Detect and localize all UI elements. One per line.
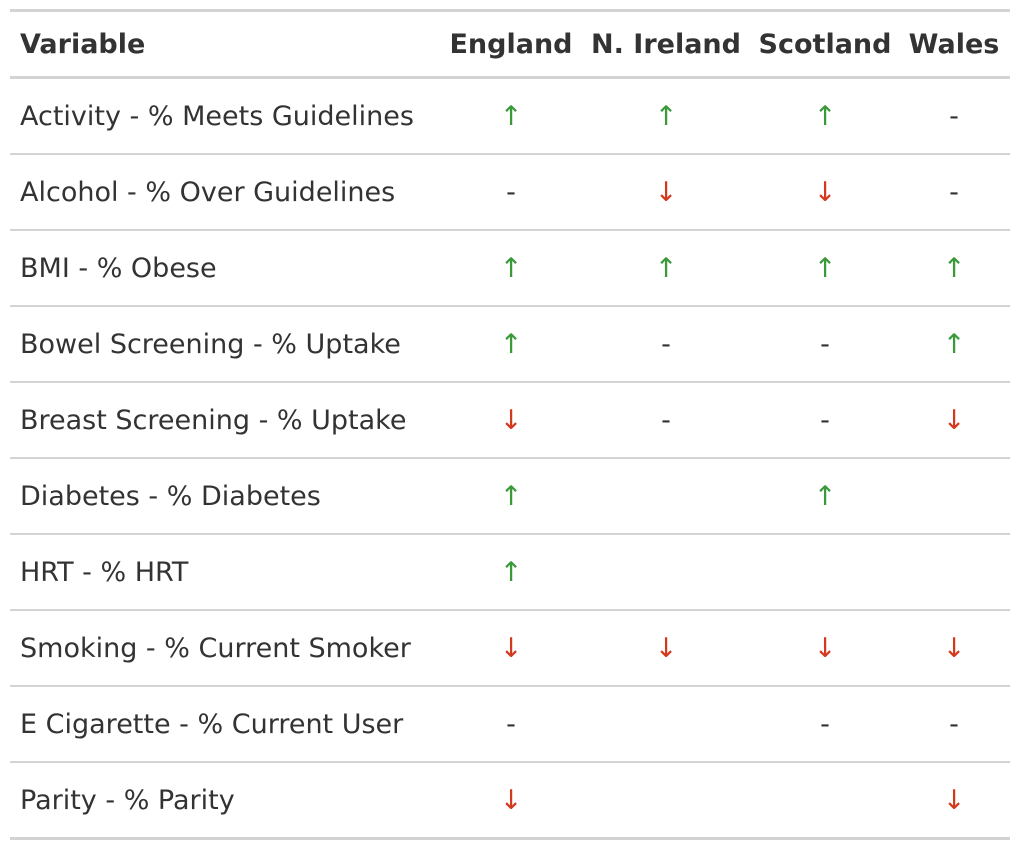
trend-cell-wales-dash-icon: - (949, 100, 959, 132)
trend-cell-england-up-arrow-icon: ↑ (499, 328, 523, 360)
header-variable: Variable (20, 28, 146, 60)
trend-cell-england-dash-icon: - (506, 708, 516, 740)
trend-cell-wales-down-arrow-icon: ↓ (942, 404, 966, 436)
trend-cell-n-ireland (580, 458, 752, 534)
trend-cell-wales-up-arrow-icon: ↑ (942, 328, 966, 360)
variable-cell: Breast Screening - % Uptake (20, 404, 407, 436)
trend-cell-n-ireland-dash-icon: - (661, 404, 671, 436)
table-row: BMI - % Obese ↑ ↑ ↑ ↑ (10, 230, 1010, 306)
trend-cell-wales (898, 534, 1010, 610)
trend-cell-n-ireland (580, 762, 752, 839)
table-row: HRT - % HRT ↑ (10, 534, 1010, 610)
table-header: Variable England N. Ireland Scotland Wal… (10, 10, 1010, 78)
trend-cell-n-ireland-up-arrow-icon: ↑ (654, 100, 678, 132)
trend-cell-wales (898, 458, 1010, 534)
trend-cell-n-ireland (580, 686, 752, 762)
trend-cell-wales-down-arrow-icon: ↓ (942, 632, 966, 664)
table-row: E Cigarette - % Current User - - - (10, 686, 1010, 762)
trend-cell-england-up-arrow-icon: ↑ (499, 252, 523, 284)
variable-cell: Smoking - % Current Smoker (20, 632, 411, 664)
header-n-ireland: N. Ireland (591, 28, 741, 60)
variable-cell: HRT - % HRT (20, 556, 189, 588)
table-row: Diabetes - % Diabetes ↑ ↑ (10, 458, 1010, 534)
trend-cell-scotland-dash-icon: - (820, 708, 830, 740)
trend-cell-scotland (752, 534, 898, 610)
trend-cell-n-ireland-up-arrow-icon: ↑ (654, 252, 678, 284)
table-body: Activity - % Meets Guidelines ↑ ↑ ↑ - Alcohol… (10, 78, 1010, 839)
variable-cell: Bowel Screening - % Uptake (20, 328, 401, 360)
trend-cell-scotland-dash-icon: - (820, 328, 830, 360)
table-row: Smoking - % Current Smoker ↓ ↓ ↓ ↓ (10, 610, 1010, 686)
variable-cell: Alcohol - % Over Guidelines (20, 176, 396, 208)
trend-cell-england-down-arrow-icon: ↓ (499, 404, 523, 436)
trend-cell-england-down-arrow-icon: ↓ (499, 632, 523, 664)
trend-cell-scotland-up-arrow-icon: ↑ (813, 100, 837, 132)
trend-table: Variable England N. Ireland Scotland Wal… (10, 9, 1010, 840)
trend-cell-scotland-up-arrow-icon: ↑ (813, 480, 837, 512)
variable-cell: Diabetes - % Diabetes (20, 480, 321, 512)
trend-cell-england-up-arrow-icon: ↑ (499, 100, 523, 132)
header-scotland: Scotland (758, 28, 892, 60)
trend-cell-scotland-down-arrow-icon: ↓ (813, 632, 837, 664)
table-row: Parity - % Parity ↓ ↓ (10, 762, 1010, 839)
header-wales: Wales (908, 28, 1000, 60)
header-england: England (449, 28, 573, 60)
trend-cell-n-ireland-down-arrow-icon: ↓ (654, 632, 678, 664)
trend-cell-n-ireland-dash-icon: - (661, 328, 671, 360)
trend-cell-wales-down-arrow-icon: ↓ (942, 784, 966, 816)
table-row: Breast Screening - % Uptake ↓ - - ↓ (10, 382, 1010, 458)
variable-cell: BMI - % Obese (20, 252, 217, 284)
table-row: Alcohol - % Over Guidelines - ↓ ↓ - (10, 154, 1010, 230)
trend-cell-scotland-down-arrow-icon: ↓ (813, 176, 837, 208)
trend-cell-wales-up-arrow-icon: ↑ (942, 252, 966, 284)
table-row: Bowel Screening - % Uptake ↑ - - ↑ (10, 306, 1010, 382)
trend-cell-england-down-arrow-icon: ↓ (499, 784, 523, 816)
trend-cell-n-ireland (580, 534, 752, 610)
table-row: Activity - % Meets Guidelines ↑ ↑ ↑ - (10, 78, 1010, 154)
trend-cell-scotland (752, 762, 898, 839)
header-row: Variable England N. Ireland Scotland Wal… (10, 10, 1010, 78)
trend-cell-wales-dash-icon: - (949, 708, 959, 740)
trend-cell-scotland-up-arrow-icon: ↑ (813, 252, 837, 284)
trend-cell-scotland-dash-icon: - (820, 404, 830, 436)
variable-cell: E Cigarette - % Current User (20, 708, 404, 740)
trend-cell-n-ireland-down-arrow-icon: ↓ (654, 176, 678, 208)
trend-cell-england-dash-icon: - (506, 176, 516, 208)
trend-cell-wales-dash-icon: - (949, 176, 959, 208)
trend-cell-england-up-arrow-icon: ↑ (499, 480, 523, 512)
trend-table-container: Variable England N. Ireland Scotland Wal… (10, 9, 1010, 840)
variable-cell: Parity - % Parity (20, 784, 235, 816)
trend-cell-england-up-arrow-icon: ↑ (499, 556, 523, 588)
variable-cell: Activity - % Meets Guidelines (20, 100, 414, 132)
